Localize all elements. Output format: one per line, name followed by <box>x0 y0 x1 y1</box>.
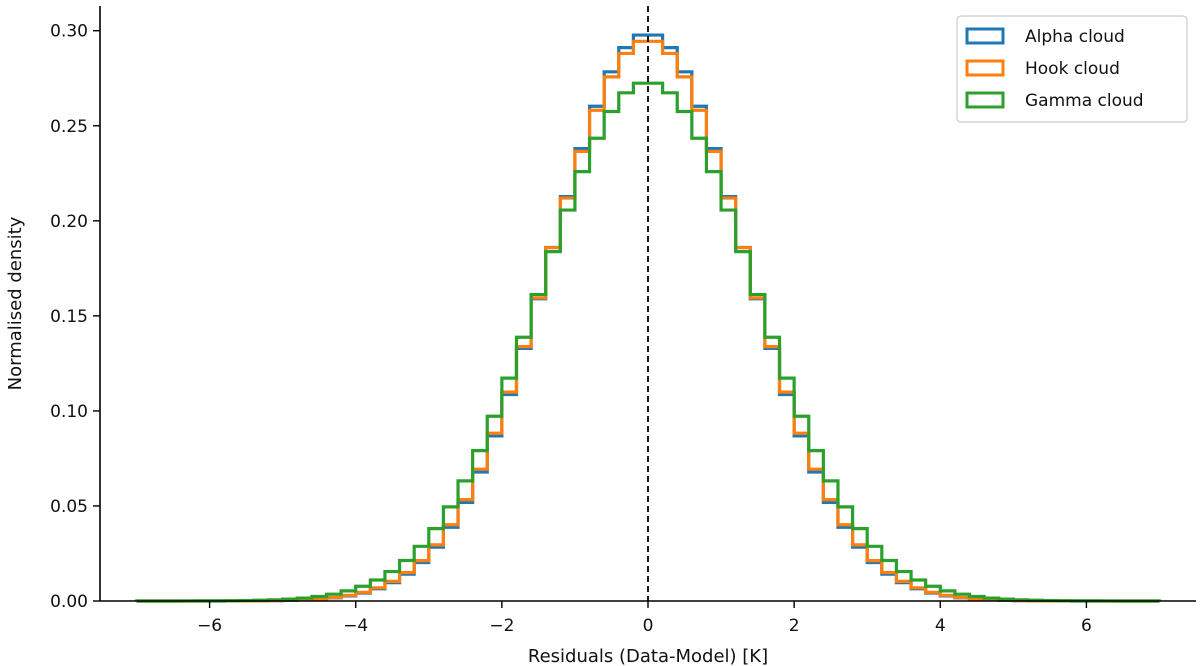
y-tick-label: 0.25 <box>50 117 88 137</box>
x-tick-label: −6 <box>197 616 222 636</box>
y-tick-label: 0.10 <box>50 402 88 422</box>
legend-label: Alpha cloud <box>1025 27 1125 47</box>
y-tick-label: 0.15 <box>50 307 88 327</box>
x-tick-label: 4 <box>935 616 946 636</box>
legend-swatch <box>965 91 1005 109</box>
series-gamma-cloud <box>134 81 1162 603</box>
legend-swatch <box>965 27 1005 45</box>
x-tick-label: 6 <box>1081 616 1092 636</box>
legend-frame <box>956 15 1188 123</box>
legend-swatch <box>965 59 1005 77</box>
x-tick-label: 0 <box>643 616 654 636</box>
y-tick-label: 0.30 <box>50 22 88 42</box>
x-axis-label: Residuals (Data-Model) [K] <box>528 646 768 666</box>
x-tick-label: 2 <box>789 616 800 636</box>
y-tick-label: 0.00 <box>50 592 88 612</box>
y-tick-label: 0.05 <box>50 497 88 517</box>
y-tick-label: 0.20 <box>50 212 88 232</box>
legend: Alpha cloud Hook cloud Gamma cloud <box>956 15 1188 123</box>
y-axis-label: Normalised density <box>5 216 26 390</box>
legend-label: Gamma cloud <box>1025 91 1144 111</box>
x-tick-label: −2 <box>489 616 514 636</box>
ticks: −6 −4 −2 0 2 4 6 0.00 0.05 0.10 0.15 0.20 0.25 0.30 <box>50 22 1092 636</box>
x-tick-label: −4 <box>343 616 368 636</box>
legend-label: Hook cloud <box>1025 59 1120 79</box>
